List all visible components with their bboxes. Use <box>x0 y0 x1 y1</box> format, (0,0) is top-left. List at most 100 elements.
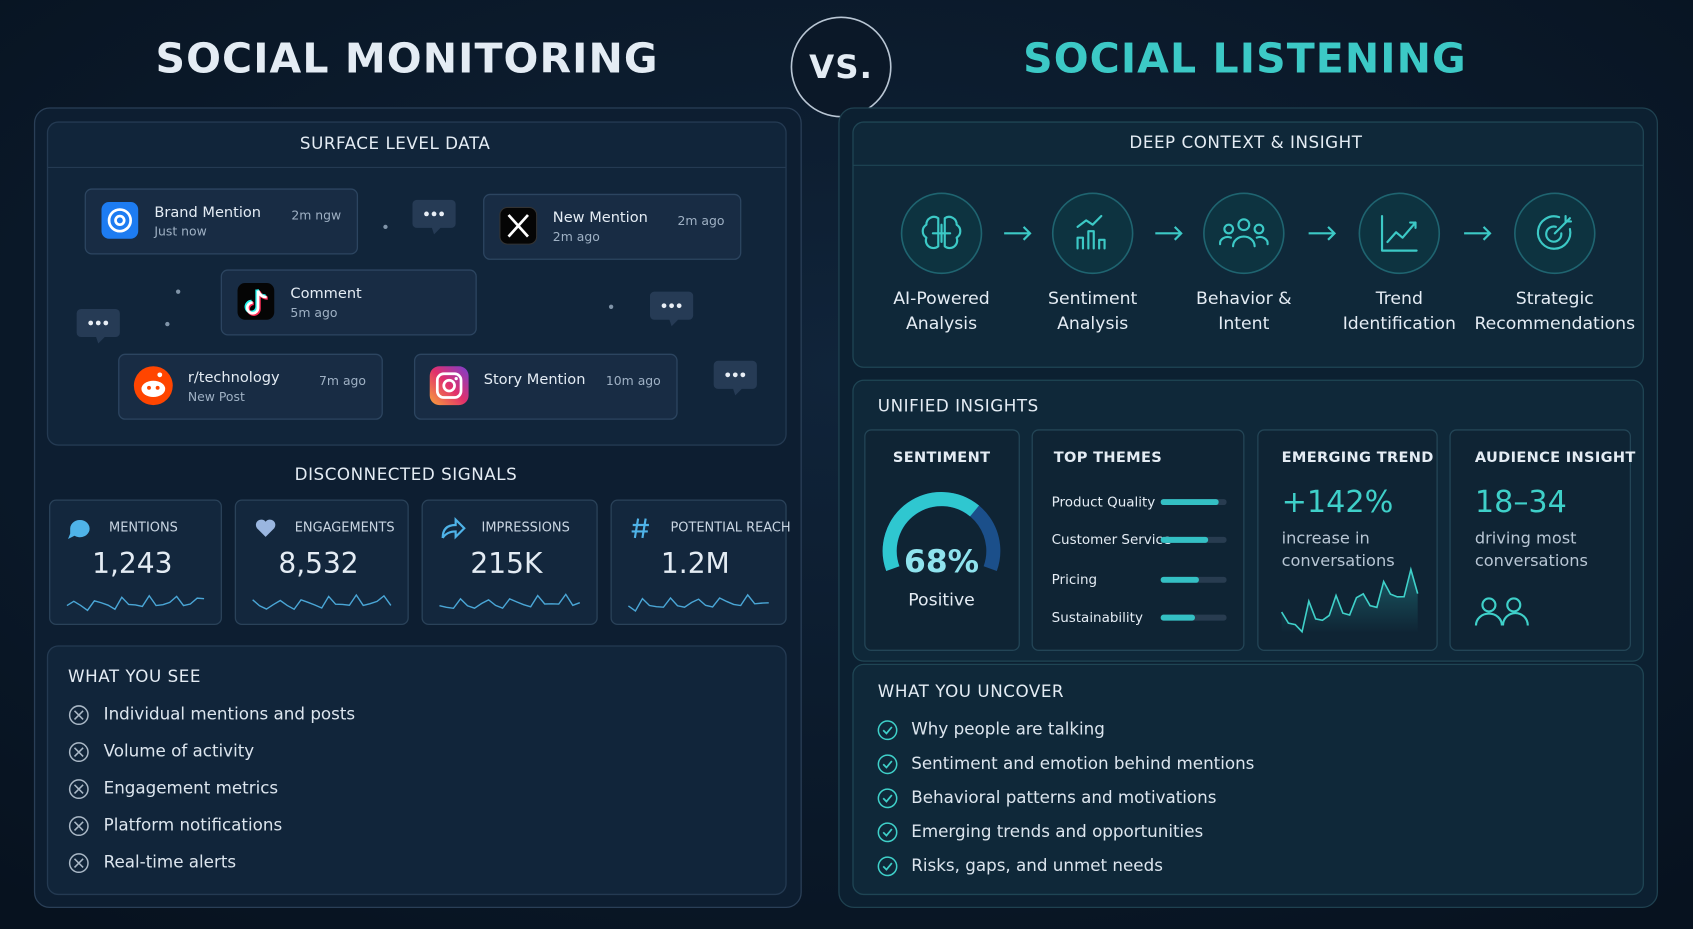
x-icon <box>68 705 89 726</box>
x-icon <box>73 710 84 720</box>
notification-card <box>483 193 742 260</box>
notification-card <box>118 353 383 420</box>
arrow <box>1464 226 1492 241</box>
vs-text: VS. <box>809 48 873 86</box>
chat-bubble <box>412 199 456 235</box>
x-icon <box>73 858 84 868</box>
trend-line <box>1280 566 1419 634</box>
list-item: Sentiment and emotion behind mentions <box>911 753 1254 773</box>
card-title: TOP THEMES <box>1054 449 1162 466</box>
check-icon <box>882 794 893 803</box>
section-title: DISCONNECTED SIGNALS <box>295 464 518 484</box>
left-title: SOCIAL MONITORING <box>155 35 658 83</box>
card-title: AUDIENCE INSIGHT <box>1475 449 1636 466</box>
metric-value: 1.2M <box>661 547 730 580</box>
gauge-value <box>882 492 980 572</box>
card-name: Comment <box>290 285 362 302</box>
check-icon <box>882 828 893 837</box>
icon-mention <box>101 202 139 239</box>
metric-icon <box>68 519 90 540</box>
card-time: 2m ngw <box>291 208 341 223</box>
gauge-caption: Positive <box>908 591 975 611</box>
step-label: Trend <box>1375 289 1423 309</box>
section-title: WHAT YOU UNCOVER <box>878 681 1064 701</box>
icon-stroke <box>155 385 160 390</box>
check-icon <box>877 856 898 877</box>
card-name: Story Mention <box>484 371 586 388</box>
card-title: EMERGING TREND <box>1282 449 1434 466</box>
list-item: Why people are talking <box>911 719 1105 739</box>
dot <box>175 289 181 294</box>
step-icon <box>921 215 962 250</box>
chat-dot <box>732 372 738 378</box>
list-item: Individual mentions and posts <box>104 704 355 724</box>
insight-card <box>1449 429 1632 651</box>
metric-value: 8,532 <box>278 547 358 580</box>
icon-stroke <box>141 380 166 397</box>
card-time: 7m ago <box>319 373 366 388</box>
dot <box>608 304 614 309</box>
step-label: Identification <box>1343 314 1456 334</box>
arrow <box>1308 226 1337 241</box>
list-item: Platform notifications <box>104 815 283 835</box>
card-title: SENTIMENT <box>893 449 990 466</box>
notification-card <box>413 353 678 420</box>
trend-value: +142% <box>1282 485 1394 520</box>
check-icon <box>882 862 893 871</box>
metric-label: MENTIONS <box>109 521 178 536</box>
step-label: Behavior & <box>1196 289 1292 309</box>
step-label: AI-Powered <box>893 289 990 309</box>
metric-value: 215K <box>470 547 543 580</box>
theme-name: Customer Service <box>1052 532 1172 548</box>
card-time: 10m ago <box>606 373 661 388</box>
chat-dot <box>740 372 746 378</box>
bar <box>1160 614 1195 621</box>
metric-icon <box>441 516 466 540</box>
card-name: New Mention <box>553 209 648 226</box>
chat-dot <box>661 303 667 309</box>
uncover-box <box>852 663 1644 896</box>
trend-area <box>1281 569 1418 634</box>
bar <box>1160 576 1199 583</box>
card-sub: 5m ago <box>290 305 337 320</box>
icon-stroke <box>507 214 529 238</box>
arrow <box>1155 226 1183 241</box>
metric-card <box>49 499 222 626</box>
step-label: Sentiment <box>1048 289 1137 309</box>
audience-desc: driving most <box>1475 529 1577 548</box>
step-circle <box>1358 192 1441 275</box>
chat-dot <box>669 303 674 309</box>
list-item: Real-time alerts <box>104 852 236 872</box>
trend-desc: conversations <box>1282 551 1395 570</box>
step-label: Recommendations <box>1474 314 1635 334</box>
card-sub: New Post <box>188 389 245 404</box>
list-item: Emerging trends and opportunities <box>911 821 1203 841</box>
people-icon <box>1474 597 1529 626</box>
list-item: Engagement metrics <box>104 778 278 798</box>
icon-stroke <box>435 372 463 399</box>
dot <box>165 321 170 327</box>
check-icon <box>877 754 898 775</box>
step-circle <box>1203 192 1285 275</box>
audience-desc: conversations <box>1475 551 1588 570</box>
icon-stroke <box>147 385 151 390</box>
chat-dot <box>676 303 682 309</box>
chat-dot <box>431 211 437 217</box>
dot <box>383 224 388 230</box>
step-icon <box>1076 214 1106 250</box>
step-label: Analysis <box>906 314 977 334</box>
see-box <box>46 645 787 896</box>
step-icon <box>1380 214 1418 252</box>
theme-name: Product Quality <box>1052 494 1156 510</box>
check-icon <box>882 760 893 769</box>
sparkline <box>627 593 769 612</box>
notification-card <box>220 269 477 336</box>
x-icon <box>73 821 84 831</box>
sparkline <box>66 594 205 612</box>
icon-stroke <box>245 290 267 315</box>
card-sub: 2m ago <box>553 229 600 244</box>
section-title: UNIFIED INSIGHTS <box>878 396 1039 416</box>
chat-dot <box>439 211 444 217</box>
theme-name: Sustainability <box>1052 610 1143 626</box>
